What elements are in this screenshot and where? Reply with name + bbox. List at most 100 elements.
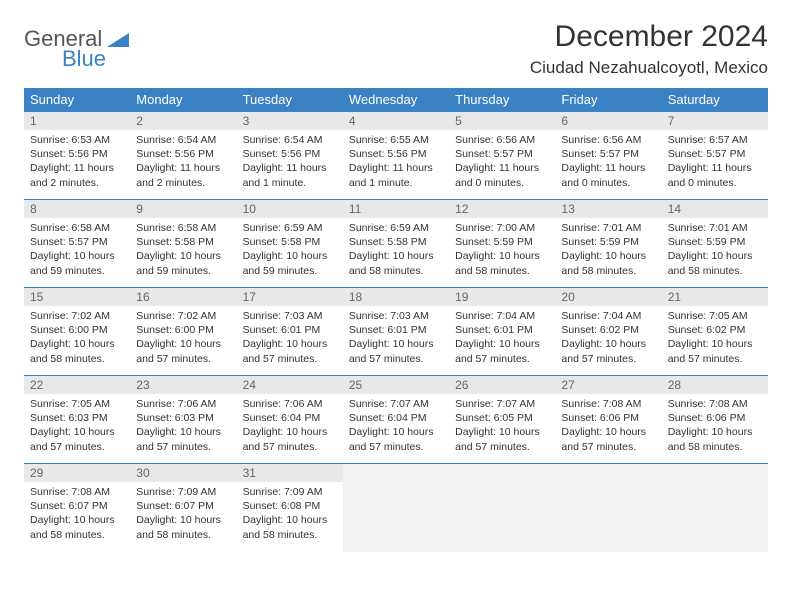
- sunset-text: Sunset: 6:01 PM: [455, 323, 549, 337]
- sunrise-text: Sunrise: 7:04 AM: [561, 309, 655, 323]
- daylight-text: Daylight: 10 hours and 59 minutes.: [136, 249, 230, 277]
- sunset-text: Sunset: 6:08 PM: [243, 499, 337, 513]
- calendar-row: 22Sunrise: 7:05 AMSunset: 6:03 PMDayligh…: [24, 376, 768, 464]
- calendar-cell: 20Sunrise: 7:04 AMSunset: 6:02 PMDayligh…: [555, 288, 661, 376]
- day-info: Sunrise: 7:08 AMSunset: 6:06 PMDaylight:…: [555, 394, 661, 460]
- calendar-cell: [343, 464, 449, 552]
- calendar-cell: 7Sunrise: 6:57 AMSunset: 5:57 PMDaylight…: [662, 112, 768, 200]
- sunset-text: Sunset: 5:56 PM: [349, 147, 443, 161]
- sunset-text: Sunset: 6:00 PM: [30, 323, 124, 337]
- sunset-text: Sunset: 5:56 PM: [136, 147, 230, 161]
- sunset-text: Sunset: 6:07 PM: [136, 499, 230, 513]
- daylight-text: Daylight: 10 hours and 57 minutes.: [136, 425, 230, 453]
- calendar-cell: [449, 464, 555, 552]
- day-number: 22: [24, 376, 130, 394]
- day-info: Sunrise: 7:08 AMSunset: 6:07 PMDaylight:…: [24, 482, 130, 548]
- month-title: December 2024: [555, 20, 768, 54]
- sunrise-text: Sunrise: 7:01 AM: [668, 221, 762, 235]
- daylight-text: Daylight: 10 hours and 58 minutes.: [668, 249, 762, 277]
- day-info: Sunrise: 7:08 AMSunset: 6:06 PMDaylight:…: [662, 394, 768, 460]
- day-number: 15: [24, 288, 130, 306]
- sunset-text: Sunset: 5:58 PM: [349, 235, 443, 249]
- calendar-cell: 13Sunrise: 7:01 AMSunset: 5:59 PMDayligh…: [555, 200, 661, 288]
- sunset-text: Sunset: 5:58 PM: [243, 235, 337, 249]
- day-number: 12: [449, 200, 555, 218]
- sunset-text: Sunset: 5:58 PM: [136, 235, 230, 249]
- sunset-text: Sunset: 6:00 PM: [136, 323, 230, 337]
- calendar-cell: 5Sunrise: 6:56 AMSunset: 5:57 PMDaylight…: [449, 112, 555, 200]
- sunrise-text: Sunrise: 7:06 AM: [243, 397, 337, 411]
- day-number: 27: [555, 376, 661, 394]
- logo-text-blue: Blue: [62, 46, 106, 72]
- day-info: Sunrise: 7:03 AMSunset: 6:01 PMDaylight:…: [343, 306, 449, 372]
- day-info: Sunrise: 7:02 AMSunset: 6:00 PMDaylight:…: [130, 306, 236, 372]
- calendar-cell: 2Sunrise: 6:54 AMSunset: 5:56 PMDaylight…: [130, 112, 236, 200]
- weekday-header: Thursday: [449, 88, 555, 112]
- daylight-text: Daylight: 10 hours and 59 minutes.: [243, 249, 337, 277]
- sunset-text: Sunset: 6:04 PM: [243, 411, 337, 425]
- weekday-header: Tuesday: [237, 88, 343, 112]
- day-number: 21: [662, 288, 768, 306]
- daylight-text: Daylight: 10 hours and 57 minutes.: [349, 425, 443, 453]
- sunrise-text: Sunrise: 6:58 AM: [136, 221, 230, 235]
- calendar-cell: 28Sunrise: 7:08 AMSunset: 6:06 PMDayligh…: [662, 376, 768, 464]
- sunrise-text: Sunrise: 6:54 AM: [243, 133, 337, 147]
- sunset-text: Sunset: 5:56 PM: [30, 147, 124, 161]
- calendar-row: 8Sunrise: 6:58 AMSunset: 5:57 PMDaylight…: [24, 200, 768, 288]
- weekday-header: Sunday: [24, 88, 130, 112]
- sunset-text: Sunset: 6:01 PM: [349, 323, 443, 337]
- calendar-cell: 16Sunrise: 7:02 AMSunset: 6:00 PMDayligh…: [130, 288, 236, 376]
- sunrise-text: Sunrise: 7:03 AM: [349, 309, 443, 323]
- day-number: 30: [130, 464, 236, 482]
- sunset-text: Sunset: 6:04 PM: [349, 411, 443, 425]
- weekday-header-row: Sunday Monday Tuesday Wednesday Thursday…: [24, 88, 768, 112]
- calendar-row: 15Sunrise: 7:02 AMSunset: 6:00 PMDayligh…: [24, 288, 768, 376]
- weekday-header: Wednesday: [343, 88, 449, 112]
- sunrise-text: Sunrise: 7:04 AM: [455, 309, 549, 323]
- day-number: 6: [555, 112, 661, 130]
- calendar-cell: 17Sunrise: 7:03 AMSunset: 6:01 PMDayligh…: [237, 288, 343, 376]
- day-number: 1: [24, 112, 130, 130]
- day-info: Sunrise: 7:00 AMSunset: 5:59 PMDaylight:…: [449, 218, 555, 284]
- day-info: Sunrise: 7:07 AMSunset: 6:05 PMDaylight:…: [449, 394, 555, 460]
- sunrise-text: Sunrise: 7:02 AM: [136, 309, 230, 323]
- day-number: 16: [130, 288, 236, 306]
- sunset-text: Sunset: 5:59 PM: [668, 235, 762, 249]
- sunrise-text: Sunrise: 7:00 AM: [455, 221, 549, 235]
- calendar-cell: 21Sunrise: 7:05 AMSunset: 6:02 PMDayligh…: [662, 288, 768, 376]
- calendar-cell: 9Sunrise: 6:58 AMSunset: 5:58 PMDaylight…: [130, 200, 236, 288]
- day-info: Sunrise: 6:59 AMSunset: 5:58 PMDaylight:…: [237, 218, 343, 284]
- sunset-text: Sunset: 6:02 PM: [668, 323, 762, 337]
- daylight-text: Daylight: 10 hours and 57 minutes.: [455, 337, 549, 365]
- daylight-text: Daylight: 10 hours and 57 minutes.: [561, 337, 655, 365]
- daylight-text: Daylight: 10 hours and 58 minutes.: [349, 249, 443, 277]
- sunrise-text: Sunrise: 6:55 AM: [349, 133, 443, 147]
- day-number: 25: [343, 376, 449, 394]
- day-number: 28: [662, 376, 768, 394]
- day-info: Sunrise: 7:02 AMSunset: 6:00 PMDaylight:…: [24, 306, 130, 372]
- calendar-cell: 25Sunrise: 7:07 AMSunset: 6:04 PMDayligh…: [343, 376, 449, 464]
- calendar-cell: 1Sunrise: 6:53 AMSunset: 5:56 PMDaylight…: [24, 112, 130, 200]
- daylight-text: Daylight: 10 hours and 57 minutes.: [136, 337, 230, 365]
- calendar-cell: 6Sunrise: 6:56 AMSunset: 5:57 PMDaylight…: [555, 112, 661, 200]
- calendar-cell: 4Sunrise: 6:55 AMSunset: 5:56 PMDaylight…: [343, 112, 449, 200]
- calendar-cell: 11Sunrise: 6:59 AMSunset: 5:58 PMDayligh…: [343, 200, 449, 288]
- day-info: Sunrise: 6:58 AMSunset: 5:57 PMDaylight:…: [24, 218, 130, 284]
- day-number: 13: [555, 200, 661, 218]
- calendar-row: 1Sunrise: 6:53 AMSunset: 5:56 PMDaylight…: [24, 112, 768, 200]
- day-number: 18: [343, 288, 449, 306]
- day-number: 31: [237, 464, 343, 482]
- sunset-text: Sunset: 6:07 PM: [30, 499, 124, 513]
- calendar-cell: 27Sunrise: 7:08 AMSunset: 6:06 PMDayligh…: [555, 376, 661, 464]
- day-number: 24: [237, 376, 343, 394]
- sunset-text: Sunset: 5:57 PM: [561, 147, 655, 161]
- calendar-cell: 30Sunrise: 7:09 AMSunset: 6:07 PMDayligh…: [130, 464, 236, 552]
- daylight-text: Daylight: 10 hours and 57 minutes.: [30, 425, 124, 453]
- calendar-table: Sunday Monday Tuesday Wednesday Thursday…: [24, 88, 768, 552]
- day-info: Sunrise: 7:03 AMSunset: 6:01 PMDaylight:…: [237, 306, 343, 372]
- calendar-cell: 19Sunrise: 7:04 AMSunset: 6:01 PMDayligh…: [449, 288, 555, 376]
- weekday-header: Monday: [130, 88, 236, 112]
- calendar-cell: 12Sunrise: 7:00 AMSunset: 5:59 PMDayligh…: [449, 200, 555, 288]
- day-number: 26: [449, 376, 555, 394]
- day-number: 14: [662, 200, 768, 218]
